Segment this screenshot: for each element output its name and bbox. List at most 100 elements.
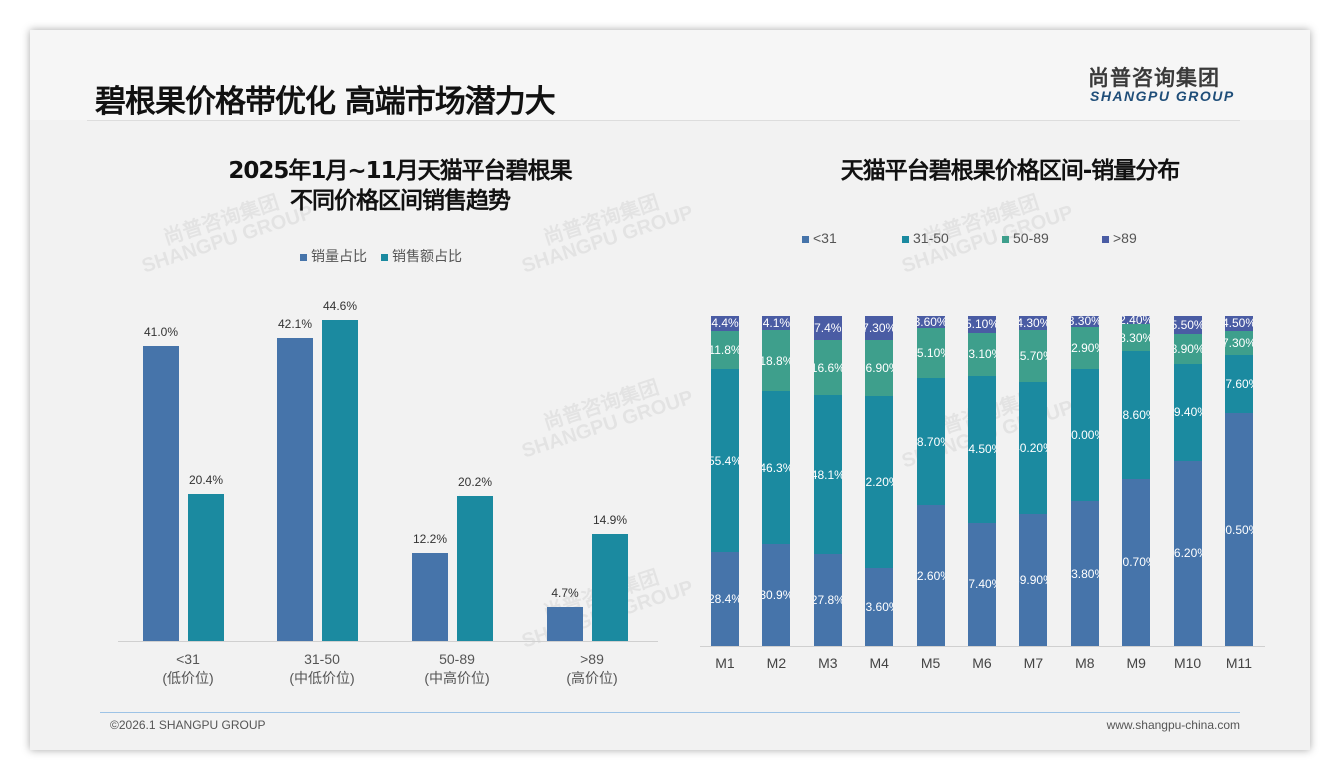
data-label: 5.10% (968, 317, 996, 332)
data-label: 4.4% (711, 316, 739, 331)
bar-segment->89: 3.30% (1070, 316, 1099, 327)
legend-swatch (1102, 235, 1109, 243)
bar-segment-<31: 37.40% (968, 522, 996, 646)
bar-segment->89: 7.4% (813, 316, 842, 341)
bar-segment-50-89: 12.90% (1070, 326, 1099, 370)
x-tick-sublabel: (中低价位) (289, 670, 355, 686)
bar-segment-50-89: 7.30% (1225, 330, 1253, 355)
legend-swatch (1002, 235, 1009, 243)
data-label: 30.9% (762, 588, 790, 603)
bar-volume (143, 345, 179, 641)
legend-label: 销量占比 (311, 248, 367, 264)
x-tick-label: M4 (869, 655, 889, 671)
chart2-legend: <31 31-50 50-89 >89 (802, 230, 1202, 246)
bar-segment-<31: 23.60% (865, 568, 894, 646)
data-label: 16.6% (813, 360, 842, 375)
chart1-title-line1: 2025年1月~11月天猫平台碧根果 (228, 158, 572, 184)
bar-segment->89: 4.4% (711, 316, 739, 331)
data-label: 18.8% (762, 353, 790, 368)
bar-segment-<31: 42.60% (916, 505, 945, 646)
x-tick-label: M1 (715, 655, 735, 671)
chart2-title: 天猫平台碧根果价格区间-销量分布 (840, 158, 1181, 184)
bar-segment-50-89: 13.10% (968, 332, 996, 376)
legend-label: 31-50 (913, 230, 949, 246)
data-label: 20.4% (188, 473, 224, 488)
data-label: 55.4% (711, 453, 739, 468)
x-axis-line (118, 641, 658, 642)
legend-swatch (802, 235, 809, 243)
data-label: 23.60% (865, 600, 893, 615)
bar-segment->89: 4.1% (762, 316, 791, 330)
data-label: 12.2% (412, 532, 448, 547)
bar-segment-31-50: 38.70% (916, 377, 945, 506)
bar-segment-31-50: 40.00% (1070, 369, 1099, 502)
stacked-bar: 37.40% 44.50% 13.10% 5.10% (968, 316, 996, 646)
x-tick-sublabel: (中高价位) (424, 670, 490, 686)
website: www.shangpu-china.com (1106, 718, 1240, 732)
bar-segment-50-89: 18.8% (762, 329, 791, 392)
bar-segment-<31: 28.4% (711, 552, 739, 646)
legend-swatch (902, 235, 909, 243)
legend-label: <31 (813, 230, 837, 246)
bar-segment-31-50: 44.50% (968, 376, 996, 523)
data-label: 39.90% (1019, 573, 1047, 588)
data-label: 40.20% (1019, 441, 1047, 456)
bar-segment-31-50: 46.3% (762, 391, 791, 545)
legend-item-sales: 销售额占比 (381, 246, 462, 266)
data-label: 50.70% (1122, 555, 1150, 570)
data-label: 52.20% (865, 474, 893, 489)
data-label: 8.90% (1173, 341, 1202, 356)
bar-segment-31-50: 40.20% (1019, 381, 1048, 515)
stacked-bar: 56.20% 29.40% 8.90% 5.50% (1173, 316, 1202, 646)
x-tick-label: M10 (1173, 655, 1202, 671)
data-label: 7.30% (865, 321, 893, 336)
x-tick-sublabel: (高价位) (566, 670, 618, 686)
bar-segment-<31: 39.90% (1019, 514, 1048, 646)
x-tick-label: M2 (766, 655, 787, 671)
bar-segment-50-89: 11.8% (711, 330, 739, 370)
bar-segment->89: 5.10% (968, 316, 996, 333)
legend-item: 50-89 (1002, 230, 1102, 246)
bar-segment->89: 4.50% (1225, 316, 1253, 331)
chart1-title-line2: 不同价格区间销售趋势 (290, 188, 511, 214)
chart1-legend: 销量占比 销售额占比 (300, 246, 462, 266)
data-label: 16.90% (865, 360, 893, 375)
bar-segment-<31: 70.50% (1225, 413, 1253, 646)
header-divider (87, 120, 1240, 121)
data-label: 7.4% (814, 321, 842, 336)
legend-swatch (300, 253, 307, 261)
bar-volume (547, 607, 583, 641)
x-tick-label: M6 (972, 655, 992, 671)
x-tick-label: 31-50 (304, 651, 340, 667)
legend-item: 31-50 (902, 230, 1002, 246)
bar-segment-<31: 50.70% (1122, 478, 1151, 646)
x-tick-label: M8 (1075, 655, 1095, 671)
x-tick-label: 50-89 (439, 651, 475, 667)
bar-segment->89: 7.30% (865, 316, 894, 341)
chart1-title: 2025年1月~11月天猫平台碧根果 不同价格区间销售趋势 (140, 156, 660, 216)
x-tick-label: >89 (580, 651, 604, 667)
bar-segment-31-50: 38.60% (1122, 351, 1151, 479)
data-label: 43.80% (1071, 566, 1099, 581)
logo-chinese: 尚普咨询集团 (1088, 66, 1220, 90)
data-label: 4.30% (1019, 316, 1047, 331)
data-label: 2.40% (1122, 316, 1150, 324)
bar-sales (188, 494, 224, 641)
data-label: 8.30% (1122, 330, 1150, 345)
stacked-bar: 28.4% 55.4% 11.8% 4.4% (711, 316, 739, 646)
data-label: 3.60% (916, 316, 945, 328)
x-axis-line (700, 646, 1265, 647)
data-label: 38.70% (916, 434, 945, 449)
bar-segment-<31: 43.80% (1070, 501, 1099, 646)
bar-segment->89: 5.50% (1173, 316, 1202, 335)
slide: 碧根果价格带优化 高端市场潜力大 尚普咨询集团 SHANGPU GROUP 尚普… (30, 30, 1310, 750)
bar-segment-31-50: 17.60% (1225, 354, 1253, 414)
bar-segment-31-50: 52.20% (865, 395, 894, 569)
legend-item: >89 (1102, 230, 1202, 246)
bar-sales (322, 319, 358, 641)
stacked-bar: 42.60% 38.70% 15.10% 3.60% (916, 316, 945, 646)
footer-divider (100, 712, 1240, 713)
stacked-bar: 50.70% 38.60% 8.30% 2.40% (1122, 316, 1151, 646)
legend-item-volume: 销量占比 (300, 246, 367, 266)
